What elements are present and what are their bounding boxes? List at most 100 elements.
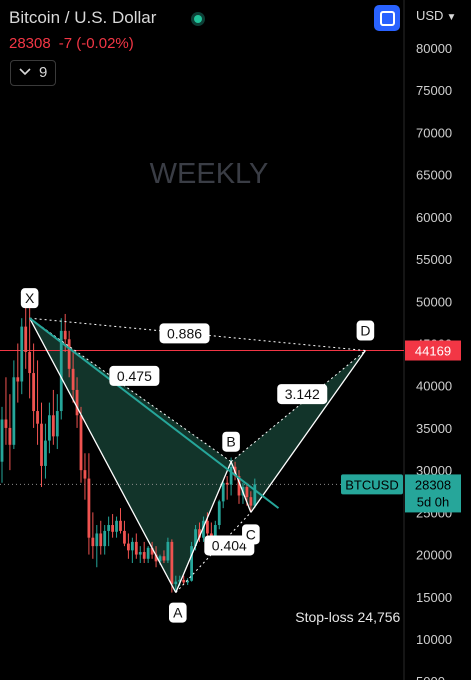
candle-body	[12, 377, 16, 445]
square-icon	[380, 11, 395, 26]
candle-body	[4, 419, 8, 428]
candle-body	[253, 484, 257, 506]
currency-selector[interactable]: USD ▼	[416, 8, 456, 23]
candle-body	[229, 466, 233, 485]
candle-body	[123, 530, 126, 544]
candle-body	[146, 547, 150, 559]
candle-body	[63, 330, 67, 340]
candle-body	[127, 543, 130, 551]
y-tick-label: 30000	[416, 463, 452, 478]
candle-body	[217, 501, 221, 526]
last-price: 28308	[9, 35, 51, 52]
bar-countdown: 5d 0h	[417, 494, 450, 509]
candle-body	[115, 520, 118, 532]
y-tick-label: 55000	[416, 252, 452, 267]
candle-body	[0, 419, 4, 462]
fullscreen-button[interactable]	[374, 5, 400, 31]
candle-body	[206, 520, 209, 534]
y-tick-label: 80000	[416, 41, 452, 56]
candle-body	[249, 497, 253, 506]
candle-body	[190, 546, 193, 581]
candle-body	[119, 520, 122, 531]
candle-body	[134, 541, 138, 555]
candle-body	[130, 541, 134, 551]
candle-body	[103, 530, 107, 547]
indicator-count: 9	[39, 64, 48, 81]
pattern-leg-cd	[250, 350, 366, 513]
candle-body	[170, 541, 174, 585]
candle-body	[174, 581, 178, 585]
candle-body	[75, 389, 79, 416]
ratio-line-bd	[230, 350, 366, 463]
candle-body	[16, 377, 20, 382]
descending-trendline	[29, 317, 280, 509]
ratio-label-xb: 0.475	[117, 368, 152, 384]
candle-body	[111, 525, 114, 532]
point-label-d-box	[356, 320, 375, 341]
chevron-down-icon	[19, 68, 31, 76]
candle-body	[158, 556, 162, 562]
candle-body	[71, 368, 75, 390]
pattern-leg-bc	[230, 461, 252, 513]
candle-body	[36, 411, 39, 424]
pattern-bcd-fill	[231, 350, 366, 513]
y-tick-label: 20000	[416, 548, 452, 563]
candle-body	[202, 520, 205, 538]
currency-label: USD	[416, 8, 444, 23]
indicators-toggle-button[interactable]: 9	[10, 60, 56, 86]
candle-body	[40, 423, 43, 466]
y-tick-label: 50000	[416, 294, 452, 309]
timeframe-watermark: WEEKLY	[150, 158, 269, 190]
price-readout: 28308 -7 (-0.02%)	[9, 35, 134, 52]
candle-body	[79, 415, 83, 471]
ratio-label-xb-box	[109, 365, 160, 386]
y-tick-label: 75000	[416, 83, 452, 98]
point-label-x: X	[25, 290, 35, 306]
candle-body	[245, 487, 249, 498]
candle-body	[32, 373, 35, 412]
price-change: -7 (-0.02%)	[58, 35, 134, 52]
chevron-down-icon: ▼	[446, 12, 457, 23]
point-label-b-box	[222, 431, 240, 452]
y-tick-label: 35000	[416, 421, 452, 436]
ratio-label-bd: 3.142	[285, 386, 320, 402]
point-label-a: A	[173, 605, 183, 621]
candle-body	[237, 476, 241, 496]
candle-body	[138, 552, 142, 555]
ratio-label-ac: 0.404	[212, 537, 247, 553]
y-tick-label: 60000	[416, 210, 452, 225]
candle-body	[44, 440, 47, 466]
point-label-x-box	[20, 288, 39, 309]
ratio-label-xd-box	[159, 323, 210, 344]
candle-body	[198, 529, 201, 538]
symbol-tag	[341, 474, 403, 495]
candle-body	[107, 525, 111, 531]
ratio-line-xd	[29, 317, 366, 352]
y-tick-label: 5000	[416, 674, 445, 680]
y-tick-label: 65000	[416, 168, 452, 183]
candle-body	[8, 427, 12, 445]
symbol-title[interactable]: Bitcoin / U.S. Dollar	[9, 8, 157, 27]
candle-body	[154, 554, 158, 562]
candle-body	[20, 326, 24, 382]
candle-body	[186, 580, 190, 583]
market-open-indicator-icon	[191, 12, 205, 26]
candle-body	[48, 415, 51, 441]
candle-body	[178, 579, 182, 582]
ratio-line-ac	[175, 512, 252, 593]
candle-body	[59, 330, 63, 412]
candle-body	[51, 415, 55, 437]
y-tick-label: 40000	[416, 379, 452, 394]
candle-body	[194, 529, 197, 547]
symbol-tag-label: BTCUSD	[345, 477, 398, 492]
ratio-label-ac-box	[204, 535, 255, 556]
candle-body	[162, 556, 166, 561]
point-label-b: B	[226, 434, 235, 450]
y-tick-label: 70000	[416, 125, 452, 140]
candle-body	[28, 351, 32, 374]
y-tick-label: 10000	[416, 632, 452, 647]
point-label-d: D	[360, 323, 370, 339]
point-label-c: C	[246, 526, 256, 542]
